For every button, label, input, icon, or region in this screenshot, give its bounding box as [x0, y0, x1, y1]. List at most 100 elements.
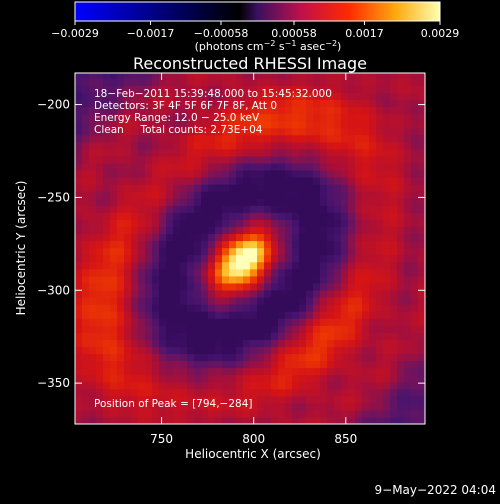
heatmap-cell [166, 282, 174, 291]
heatmap-cell [383, 134, 391, 143]
heatmap-cell [124, 184, 132, 192]
heatmap-cell [355, 85, 363, 93]
heatmap-cell [117, 169, 125, 178]
heatmap-cell [257, 409, 265, 418]
heatmap-cell [243, 141, 251, 150]
heatmap-cell [369, 360, 377, 369]
heatmap-cell [285, 268, 293, 277]
heatmap-cell [390, 332, 398, 340]
heatmap-cell [292, 162, 300, 171]
heatmap-cell [397, 296, 405, 305]
heatmap-cell [320, 296, 328, 305]
heatmap-cell [159, 416, 167, 424]
heatmap-cell [334, 198, 342, 206]
heatmap-cell [425, 283, 433, 291]
heatmap-cell [306, 162, 314, 171]
heatmap-cell [187, 184, 195, 192]
heatmap-cell [117, 73, 125, 79]
heatmap-cell [166, 318, 174, 326]
heatmap-cell [362, 191, 370, 199]
heatmap-cell [138, 198, 146, 206]
heatmap-cell [306, 409, 314, 418]
heatmap-cell [292, 339, 300, 347]
heatmap-cell [355, 275, 363, 284]
heatmap-cell [236, 395, 244, 404]
heatmap-cell [82, 381, 90, 390]
heatmap-cell [292, 198, 300, 206]
heatmap-cell [383, 360, 391, 369]
heatmap-cell [194, 247, 202, 256]
heatmap-cell [418, 268, 425, 277]
heatmap-cell [411, 402, 419, 411]
heatmap-cell [348, 191, 356, 199]
heatmap-cell [250, 282, 258, 291]
heatmap-cell [236, 254, 244, 263]
heatmap-cell [278, 409, 286, 418]
heatmap-cell [418, 374, 425, 383]
heatmap-cell [418, 233, 425, 242]
colorbar-tick-label-4: 0.0017 [345, 27, 384, 40]
heatmap-cell [404, 184, 412, 192]
heatmap-cell [236, 261, 244, 270]
heatmap-cell [404, 92, 412, 100]
heatmap-cell [404, 85, 412, 93]
heatmap-cell [180, 332, 188, 340]
heatmap-cell [404, 78, 412, 86]
heatmap-cell [89, 296, 97, 305]
heatmap-cell [257, 177, 265, 185]
heatmap-cell [390, 113, 398, 122]
heatmap-cell [229, 318, 237, 326]
heatmap-cell [159, 388, 167, 397]
heatmap-cell [201, 155, 209, 164]
heatmap-cell [404, 191, 412, 199]
heatmap-cell [376, 169, 384, 178]
heatmap-cell [257, 318, 265, 326]
heatmap-cell [362, 282, 370, 291]
heatmap-cell [369, 155, 377, 164]
heatmap-cell [257, 254, 265, 263]
heatmap-cell [89, 85, 97, 93]
heatmap-cell [404, 381, 412, 390]
heatmap-cell [348, 155, 356, 164]
heatmap-cell [138, 268, 146, 277]
heatmap-cell [257, 92, 265, 100]
heatmap-cell [187, 198, 195, 206]
heatmap-cell [250, 169, 258, 178]
heatmap-cell [383, 73, 391, 79]
heatmap-cell [348, 388, 356, 397]
heatmap-cell [264, 134, 272, 143]
heatmap-cell [131, 289, 139, 298]
heatmap-cell [166, 353, 174, 362]
heatmap-cell [362, 148, 370, 157]
heatmap-cell [96, 247, 104, 256]
heatmap-cell [348, 78, 356, 86]
heatmap-cell [264, 226, 272, 235]
heatmap-cell [194, 219, 202, 227]
heatmap-cell [124, 275, 132, 284]
heatmap-cell [334, 78, 342, 86]
heatmap-cell [271, 367, 279, 376]
heatmap-cell [208, 198, 216, 206]
heatmap-cell [124, 339, 132, 347]
heatmap-cell [313, 275, 321, 284]
heatmap-cell [159, 240, 167, 249]
heatmap-cell [236, 162, 244, 171]
heatmap-cell [89, 261, 97, 270]
heatmap-cell [82, 332, 90, 340]
heatmap-cell [320, 219, 328, 227]
heatmap-cell [75, 304, 83, 312]
heatmap-cell [75, 325, 83, 333]
heatmap-cell [138, 92, 146, 100]
heatmap-cell [89, 325, 97, 333]
heatmap-cell [376, 388, 384, 397]
heatmap-cell [180, 311, 188, 319]
heatmap-cell [110, 85, 118, 93]
heatmap-cell [425, 142, 433, 150]
heatmap-cell [306, 141, 314, 150]
heatmap-cell [418, 353, 425, 362]
heatmap-cell [145, 261, 153, 270]
heatmap-cell [229, 169, 237, 178]
heatmap-cell [285, 205, 293, 213]
heatmap-cell [173, 169, 181, 178]
heatmap-cell [243, 226, 251, 235]
